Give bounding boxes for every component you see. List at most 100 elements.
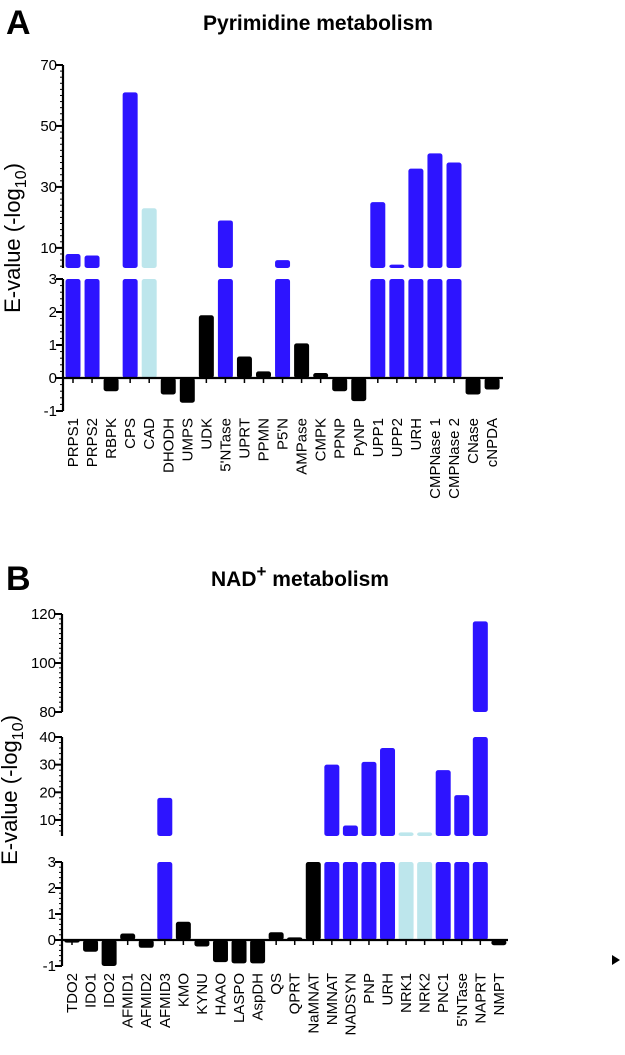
ylabel-end: ) — [0, 715, 22, 722]
y-tick-label: 30 — [39, 757, 56, 774]
bar-cps — [122, 279, 138, 378]
x-tick-label: 5'NTase — [217, 418, 234, 472]
y-tick-label: 0 — [48, 932, 56, 949]
x-tick-label: AFMID2 — [138, 973, 155, 1028]
y-tick-label: -1 — [44, 403, 57, 420]
bar-pnp — [361, 761, 377, 836]
bar-afmid1 — [120, 933, 136, 940]
bar-cmpnase-2 — [446, 162, 462, 268]
bar-cad — [141, 208, 157, 268]
x-tick-label: IDO2 — [101, 973, 118, 1008]
panel-label-a: A — [6, 4, 31, 42]
bar-5-ntase — [454, 795, 470, 836]
x-tick-label: UPRT — [236, 418, 253, 459]
x-tick-label: NMNAT — [324, 973, 341, 1025]
bar-haao — [212, 940, 228, 963]
y-tick-label: 10 — [39, 812, 56, 829]
ylabel-text: E-value (-log — [0, 188, 25, 313]
x-tick-label: UPP1 — [370, 418, 387, 457]
bar-upp2 — [389, 279, 405, 378]
plot-area-a: PRPS1 PRPS2 RBPK CPS CAD DHODH UMPS UDK 5'NTase U… — [40, 57, 503, 499]
bar-nrk1 — [398, 832, 414, 836]
x-tick-label: LASPO — [231, 973, 248, 1023]
title-main: Pyrimidine metabolism — [203, 12, 433, 35]
x-tick-label: PPNP — [332, 418, 349, 459]
y-tick-label: 3 — [48, 854, 56, 871]
x-tick-label: AMPase — [294, 418, 311, 475]
x-tick-label: NaMNAT — [305, 973, 322, 1034]
bar-pnp — [361, 862, 377, 940]
bar-cmpnase-1 — [427, 153, 443, 268]
x-tick-label: CMPK — [313, 418, 330, 461]
x-tick-label: CPS — [122, 418, 139, 449]
x-tick-label: PNC1 — [435, 973, 452, 1013]
x-tick-label: AFMID1 — [120, 973, 137, 1028]
bar-upp1 — [370, 279, 386, 378]
stray-mark-icon — [612, 955, 620, 965]
bar-kmo — [175, 921, 191, 940]
x-tick-label: PPMN — [256, 418, 273, 461]
y-tick-label: 0 — [49, 370, 57, 387]
x-tick-label: 5'NTase — [454, 973, 471, 1027]
bar-afmid3 — [157, 862, 173, 940]
x-tick-label: URH — [408, 418, 425, 451]
x-tick-label: KYNU — [194, 973, 211, 1015]
y-axis-label-a: E-value (-log10) — [0, 163, 30, 313]
bar-umps — [179, 378, 195, 403]
bar-cps — [122, 92, 138, 268]
bar-qs — [268, 932, 284, 940]
bar-cad — [141, 279, 157, 378]
bar-naprt — [472, 621, 488, 712]
y-tick-label: 50 — [40, 118, 57, 135]
panel-label-b: B — [6, 560, 31, 598]
panel-a-chart: A Pyrimidine metabolism E-value (-log10)… — [0, 4, 503, 499]
x-tick-label: cNPDA — [484, 418, 501, 467]
x-tick-label: AFMID3 — [157, 973, 174, 1028]
x-tick-label: PRPS1 — [65, 418, 82, 467]
x-tick-label: TDO2 — [64, 973, 81, 1013]
title-main: NAD — [211, 568, 257, 591]
y-tick-label: 80 — [39, 704, 56, 721]
bar-urh — [408, 279, 424, 378]
title-sup: + — [257, 562, 267, 581]
y-tick-label: -1 — [43, 958, 56, 975]
bar-pnc1 — [435, 770, 451, 836]
x-tick-label: NRK2 — [417, 973, 434, 1013]
bar-prps1 — [65, 279, 81, 378]
x-tick-label: CMPNase 1 — [427, 418, 444, 499]
title-rest: metabolism — [266, 568, 389, 591]
bar-namnat — [305, 862, 321, 940]
bar-nadsyn — [342, 862, 358, 940]
bar-upp1 — [370, 202, 386, 268]
bar-nmnat — [324, 764, 340, 836]
x-tick-label: UDK — [198, 418, 215, 450]
x-tick-label: CNase — [465, 418, 482, 464]
bar-5-ntase — [454, 862, 470, 940]
x-tick-label: URH — [380, 973, 397, 1006]
x-tick-label: RBPK — [103, 418, 120, 459]
x-tick-label: NMPT — [491, 973, 508, 1016]
x-tick-label: NRK1 — [398, 973, 415, 1013]
bar-uprt — [236, 356, 252, 378]
chart-title-b: NAD+ metabolism — [211, 562, 389, 591]
x-tick-label: PyNP — [351, 418, 368, 456]
bar-nadsyn — [342, 825, 358, 836]
x-tick-label: UPP2 — [389, 418, 406, 457]
ylabel-end: ) — [0, 163, 25, 170]
bar-urh — [380, 862, 396, 940]
ylabel-text: E-value (-log — [0, 740, 22, 865]
x-tick-label: DHODH — [160, 418, 177, 473]
y-tick-label: 100 — [31, 655, 56, 672]
x-tick-label: P5'N — [275, 418, 292, 450]
bar-cmpk — [313, 373, 329, 378]
bar-rbpk — [103, 378, 119, 392]
bar-prps1 — [65, 253, 81, 268]
bar-pynp — [351, 378, 367, 402]
bar-laspo — [231, 940, 247, 964]
bar-cnase — [465, 378, 481, 395]
y-tick-label: 20 — [39, 784, 56, 801]
bar-urh — [408, 168, 424, 268]
x-tick-label: NADSYN — [342, 973, 359, 1036]
bar-upp2 — [389, 264, 405, 268]
y-tick-label: 1 — [49, 337, 57, 354]
